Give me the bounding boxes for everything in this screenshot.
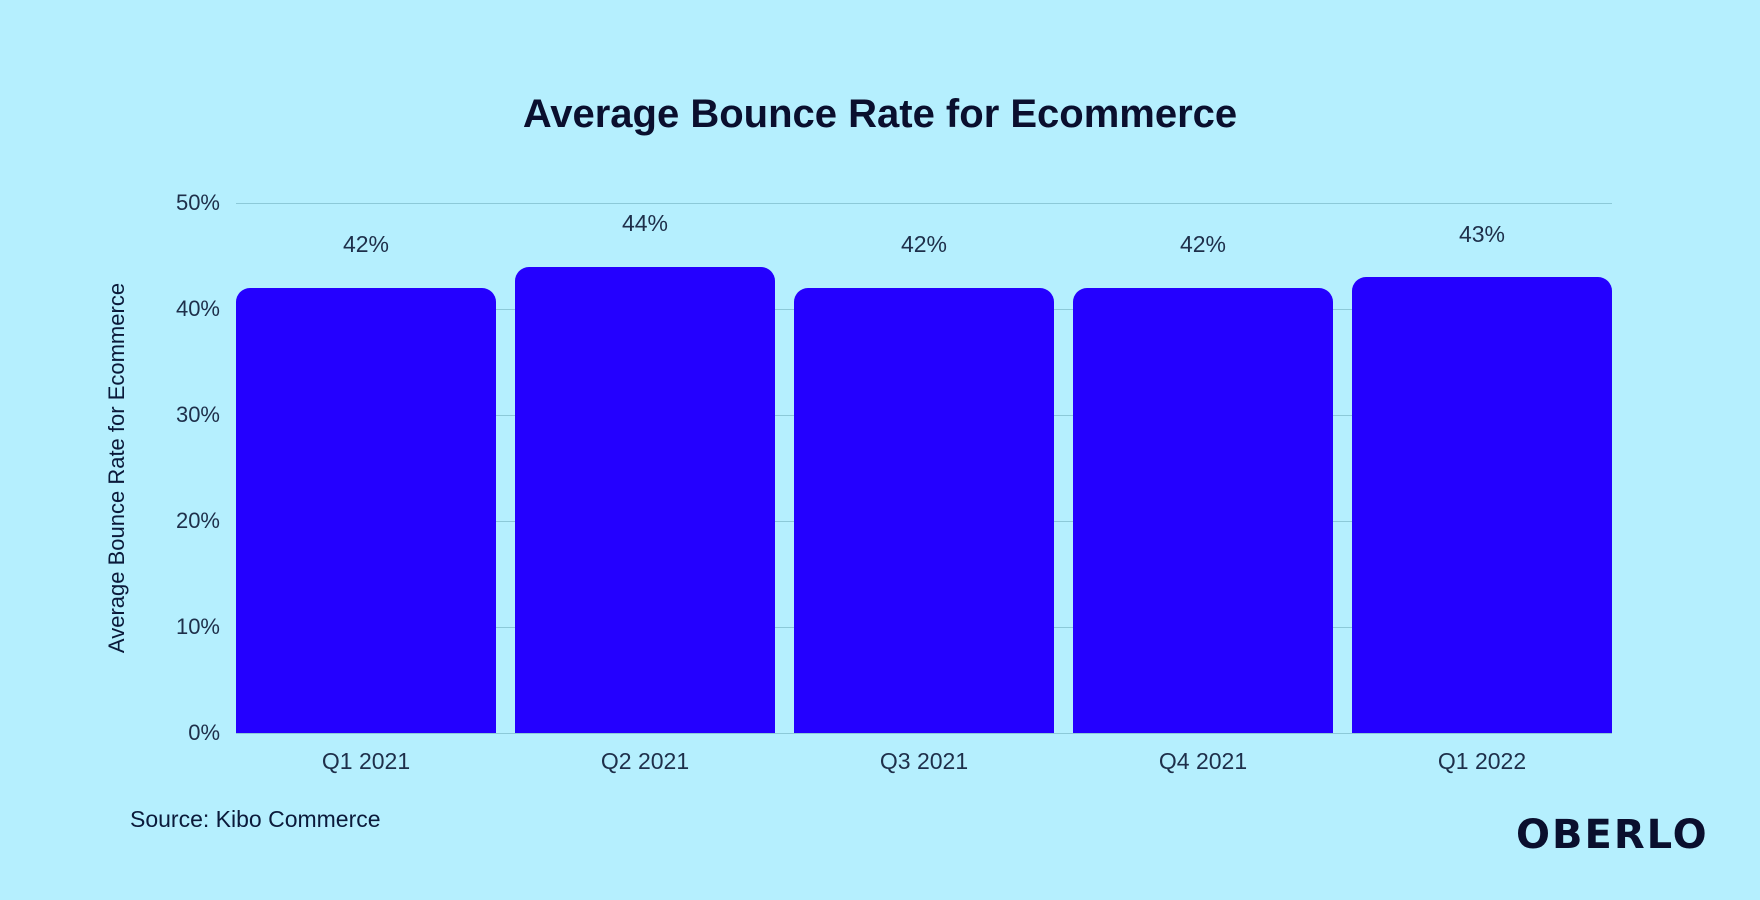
bar-q3-2021 <box>794 288 1054 733</box>
x-label-q2-2021: Q2 2021 <box>600 748 690 774</box>
y-tick-50: 50% <box>175 190 220 215</box>
x-label-q4-2021: Q4 2021 <box>1158 748 1248 774</box>
y-axis-label: Average Bounce Rate for Ecommerce <box>104 282 129 654</box>
gridline-0 <box>236 733 1612 734</box>
chart-title: Average Bounce Rate for Ecommerce <box>522 92 1238 136</box>
x-label-q1-2021: Q1 2021 <box>321 748 411 774</box>
bar-q1-2022 <box>1352 277 1612 733</box>
x-label-q3-2021: Q3 2021 <box>879 748 969 774</box>
x-label-q1-2022: Q1 2022 <box>1437 748 1527 774</box>
value-label-q4-2021: 42% <box>1179 231 1227 257</box>
y-tick-30: 30% <box>175 402 220 427</box>
bar-q4-2021 <box>1073 288 1333 733</box>
value-label-q1-2022: 43% <box>1458 221 1506 247</box>
value-label-q2-2021: 44% <box>621 210 669 236</box>
y-tick-20: 20% <box>175 508 220 533</box>
source-note: Source: Kibo Commerce <box>130 806 381 832</box>
y-tick-0: 0% <box>188 720 220 745</box>
y-tick-10: 10% <box>175 614 220 639</box>
bar-q2-2021 <box>515 267 775 733</box>
y-tick-40: 40% <box>175 296 220 321</box>
value-label-q1-2021: 42% <box>342 231 390 257</box>
gridline-50 <box>236 203 1612 204</box>
plot-area: 42% 44% 42% 42% 43% <box>236 203 1612 734</box>
oberlo-logo: OBERLO <box>1516 812 1709 858</box>
value-label-q3-2021: 42% <box>900 231 948 257</box>
bar-q1-2021 <box>236 288 496 733</box>
